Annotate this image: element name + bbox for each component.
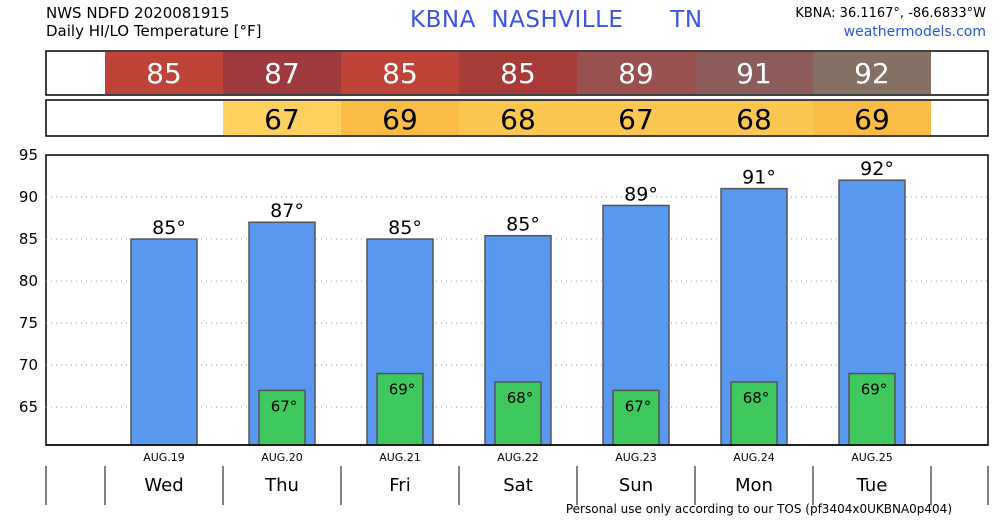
hi-strip-cell	[223, 52, 341, 94]
product-title: Daily HI/LO Temperature [°F]	[46, 22, 262, 40]
lo-bar-label: 67°	[271, 397, 298, 415]
day-label: Mon	[735, 475, 773, 496]
y-tick-label: 95	[19, 146, 38, 164]
lo-strip-cell	[223, 101, 341, 135]
lo-strip-value: 69	[854, 103, 890, 136]
lo-strip-value: 68	[500, 103, 536, 136]
lo-bar	[258, 389, 306, 446]
y-tick-label: 65	[19, 398, 38, 416]
header-right: KBNA: 36.1167°, -86.6833°W weathermodels…	[795, 4, 986, 42]
lo-strip-cell	[341, 101, 459, 135]
hi-bar-label: 85°	[152, 217, 186, 239]
day-label: Sat	[503, 475, 533, 496]
location-title: KBNA NASHVILLE TN	[410, 7, 703, 33]
site-link[interactable]: weathermodels.com	[843, 24, 986, 40]
lo-bar-label: 67°	[625, 397, 652, 415]
day-label: Wed	[144, 475, 183, 496]
y-tick-label: 70	[19, 356, 38, 374]
date-label: AUG.20	[261, 451, 303, 464]
lo-bar	[612, 389, 660, 446]
hi-bar-label: 89°	[624, 183, 658, 205]
lo-strip-value: 67	[264, 103, 300, 136]
hi-bar	[130, 238, 198, 446]
hi-strip-value: 85	[500, 57, 536, 90]
hi-strip-cell	[695, 52, 813, 94]
date-label: AUG.19	[143, 451, 185, 464]
date-label: AUG.25	[851, 451, 893, 464]
day-label: Fri	[389, 475, 410, 496]
lo-bar-label: 68°	[743, 389, 770, 407]
station-coords: KBNA: 36.1167°, -86.6833°W	[795, 6, 986, 21]
hi-bar-label: 92°	[860, 158, 894, 180]
lo-strip-cell	[459, 101, 577, 135]
hi-strip-value: 92	[854, 57, 890, 90]
hi-bar-label: 85°	[388, 217, 422, 239]
hi-strip-value: 91	[736, 57, 772, 90]
hi-strip-value: 87	[264, 57, 300, 90]
hi-bar-label: 85°	[506, 214, 540, 236]
lo-strip-cell	[813, 101, 931, 135]
day-label: Thu	[264, 475, 299, 496]
lo-bar-label: 68°	[507, 389, 534, 407]
lo-bar-label: 69°	[861, 381, 888, 399]
hi-strip-cell	[341, 52, 459, 94]
hi-strip-cell	[105, 52, 223, 94]
lo-strip-value: 69	[382, 103, 418, 136]
lo-bar-label: 69°	[389, 381, 416, 399]
header-left: NWS NDFD 2020081915 Daily HI/LO Temperat…	[46, 4, 262, 40]
hi-strip-cell	[813, 52, 931, 94]
y-tick-label: 85	[19, 230, 38, 248]
lo-strip-cell	[695, 101, 813, 135]
date-label: AUG.24	[733, 451, 775, 464]
y-tick-label: 80	[19, 272, 38, 290]
hi-strip-cell	[577, 52, 695, 94]
hi-bar-label: 87°	[270, 200, 304, 222]
y-tick-label: 90	[19, 188, 38, 206]
run-title: NWS NDFD 2020081915	[46, 4, 230, 22]
day-label: Tue	[856, 475, 888, 496]
hi-strip-value: 89	[618, 57, 654, 90]
tos-footer: Personal use only according to our TOS (…	[565, 502, 952, 516]
lo-strip-value: 67	[618, 103, 654, 136]
lo-bar	[494, 381, 542, 446]
lo-bar	[730, 381, 778, 446]
hi-strip-value: 85	[146, 57, 182, 90]
hi-strip-value: 85	[382, 57, 418, 90]
lo-strip-value: 68	[736, 103, 772, 136]
hi-bar-label: 91°	[742, 167, 776, 189]
lo-strip-cell	[577, 101, 695, 135]
day-label: Sun	[619, 475, 653, 496]
y-tick-label: 75	[19, 314, 38, 332]
date-label: AUG.21	[379, 451, 421, 464]
hi-strip-cell	[459, 52, 577, 94]
date-label: AUG.23	[615, 451, 657, 464]
date-label: AUG.22	[497, 451, 539, 464]
